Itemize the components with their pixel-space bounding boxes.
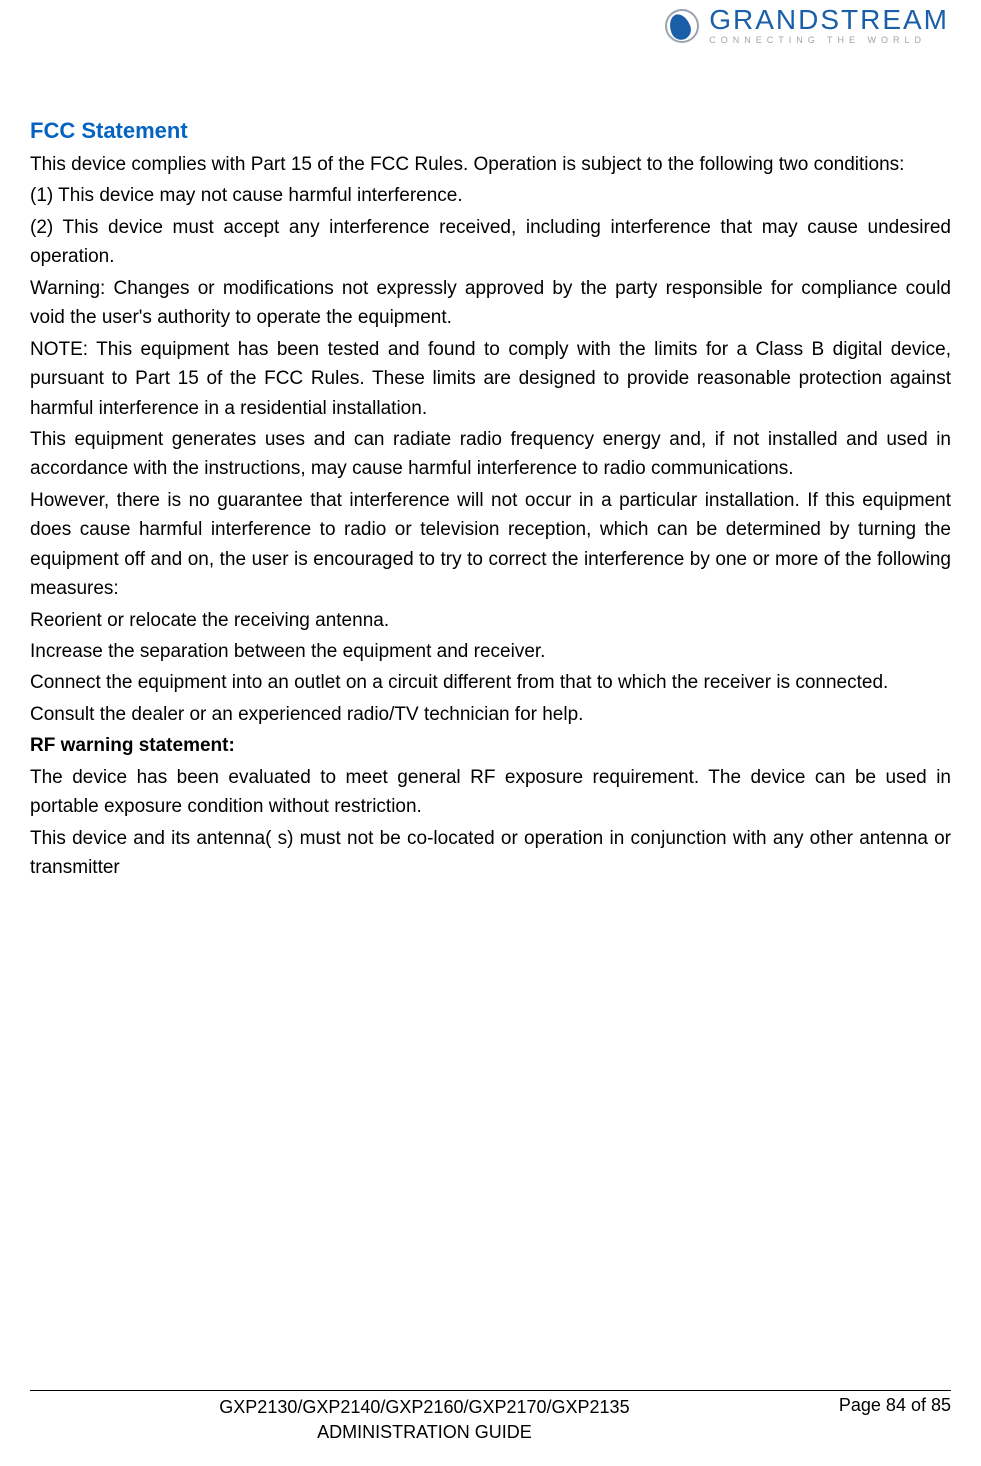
page-footer: GXP2130/GXP2140/GXP2160/GXP2170/GXP2135 … [30, 1390, 951, 1444]
content-area: FCC Statement This device complies with … [30, 118, 951, 885]
body-paragraph: However, there is no guarantee that inte… [30, 486, 951, 604]
body-paragraph: Reorient or relocate the receiving anten… [30, 606, 951, 635]
logo-word: GRANDSTREAM [709, 6, 949, 34]
body-paragraph: The device has been evaluated to meet ge… [30, 763, 951, 822]
body-paragraph: This device and its antenna( s) must not… [30, 824, 951, 883]
footer-title-line2: ADMINISTRATION GUIDE [317, 1422, 532, 1442]
brand-logo: GRANDSTREAM CONNECTING THE WORLD [665, 6, 949, 45]
logo-text: GRANDSTREAM CONNECTING THE WORLD [709, 6, 949, 45]
logo-mark-icon [665, 9, 699, 43]
footer-title-line1: GXP2130/GXP2140/GXP2160/GXP2170/GXP2135 [219, 1397, 629, 1417]
body-paragraph-bold: RF warning statement: [30, 731, 951, 760]
section-heading: FCC Statement [30, 118, 951, 144]
logo-tagline: CONNECTING THE WORLD [709, 36, 949, 45]
body-paragraph: (1) This device may not cause harmful in… [30, 181, 951, 210]
body-paragraph: Consult the dealer or an experienced rad… [30, 700, 951, 729]
body-paragraph: This equipment generates uses and can ra… [30, 425, 951, 484]
body-paragraph: This device complies with Part 15 of the… [30, 150, 951, 179]
body-paragraph: NOTE: This equipment has been tested and… [30, 335, 951, 423]
body-paragraph: (2) This device must accept any interfer… [30, 213, 951, 272]
footer-title: GXP2130/GXP2140/GXP2160/GXP2170/GXP2135 … [30, 1395, 819, 1444]
body-paragraph: Connect the equipment into an outlet on … [30, 668, 951, 697]
footer-page-number: Page 84 of 85 [819, 1395, 951, 1444]
body-paragraph: Warning: Changes or modifications not ex… [30, 274, 951, 333]
document-page: GRANDSTREAM CONNECTING THE WORLD FCC Sta… [0, 0, 981, 1466]
body-paragraph: Increase the separation between the equi… [30, 637, 951, 666]
